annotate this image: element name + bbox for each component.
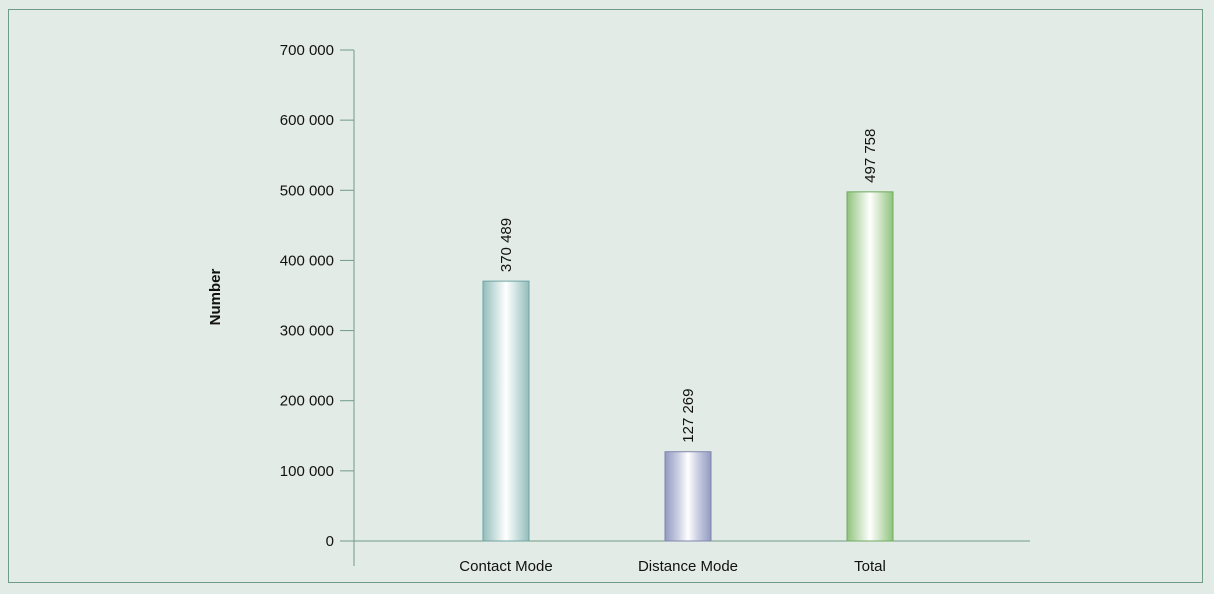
bar-chart: 0 100 000 200 000 300 000 400 000 500 000 600 … <box>207 42 1030 575</box>
chart-panel: 0 100 000 200 000 300 000 400 000 500 000 600 … <box>8 9 1203 583</box>
bar-contact-mode <box>482 280 530 542</box>
y-tick-label: 0 <box>326 533 334 550</box>
data-label: 497 758 <box>862 129 879 183</box>
data-label: 370 489 <box>498 218 515 272</box>
y-tick-label: 300 000 <box>280 323 334 340</box>
y-axis-label: Number <box>207 269 224 326</box>
y-tick-label: 100 000 <box>280 463 334 480</box>
y-tick-label: 600 000 <box>280 112 334 129</box>
bar-total <box>846 191 894 542</box>
value-labels: 370 489 127 269 497 758 <box>498 129 879 443</box>
y-axis: 0 100 000 200 000 300 000 400 000 500 000 600 … <box>280 42 355 566</box>
y-tick-label: 200 000 <box>280 393 334 410</box>
y-tick-label: 700 000 <box>280 42 334 59</box>
x-axis: Contact Mode Distance Mode Total <box>340 540 1030 575</box>
x-tick-label: Contact Mode <box>459 558 552 575</box>
y-tick-label: 500 000 <box>280 182 334 199</box>
bar-distance-mode <box>664 451 712 542</box>
data-label: 127 269 <box>680 388 697 442</box>
x-tick-label: Total <box>854 558 886 575</box>
x-tick-label: Distance Mode <box>638 558 738 575</box>
y-tick-label: 400 000 <box>280 252 334 269</box>
bars <box>482 191 894 542</box>
